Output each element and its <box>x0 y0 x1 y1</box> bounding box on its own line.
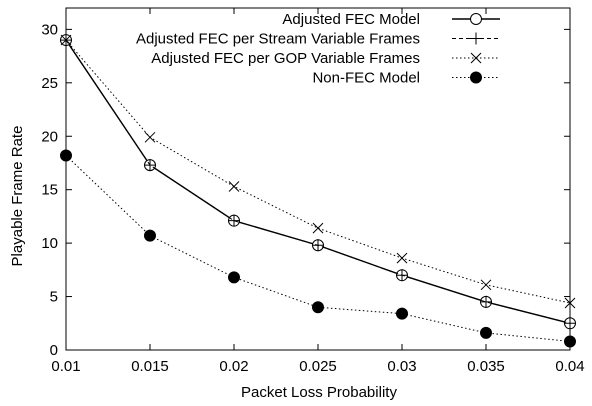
y-tick-label: 25 <box>41 75 58 92</box>
data-point-adjusted-fec-per-gop-variable-frames <box>564 297 576 309</box>
data-point-adjusted-fec-per-gop-variable-frames <box>228 181 240 192</box>
legend-label: Adjusted FEC per Stream Variable Frames <box>136 31 420 48</box>
legend-swatch-marker <box>470 71 482 84</box>
data-point-adjusted-fec-per-stream-variable-frames <box>564 317 576 330</box>
data-point-adjusted-fec-per-gop-variable-frames <box>312 222 324 234</box>
x-tick-label: 0.02 <box>219 358 248 375</box>
legend-label: Non-FEC Model <box>312 70 420 87</box>
data-point-non-fec-model <box>480 326 492 339</box>
data-point-non-fec-model <box>144 229 156 242</box>
data-point-non-fec-model <box>396 307 408 320</box>
y-tick-label: 0 <box>50 342 58 359</box>
data-point-adjusted-fec-per-stream-variable-frames <box>480 295 492 308</box>
data-point-adjusted-fec-per-gop-variable-frames <box>144 131 156 143</box>
data-point-adjusted-fec-per-stream-variable-frames <box>396 269 408 282</box>
x-tick-label: 0.035 <box>467 358 505 375</box>
legend-label: Adjusted FEC Model <box>282 11 420 28</box>
y-tick-label: 30 <box>41 21 58 38</box>
data-point-adjusted-fec-per-gop-variable-frames <box>60 34 72 46</box>
legend-swatch-marker <box>470 52 482 64</box>
x-axis-label: Packet Loss Probability <box>241 384 397 401</box>
y-tick-label: 15 <box>41 182 58 199</box>
x-tick-label: 0.015 <box>131 358 169 375</box>
y-tick-label: 10 <box>41 235 58 252</box>
x-tick-label: 0.03 <box>387 358 416 375</box>
x-tick-label: 0.04 <box>555 358 584 375</box>
y-tick-label: 5 <box>50 289 58 306</box>
y-tick-label: 20 <box>41 128 58 145</box>
legend-label: Adjusted FEC per GOP Variable Frames <box>151 50 420 67</box>
data-point-non-fec-model <box>228 271 240 284</box>
x-tick-label: 0.025 <box>299 358 337 375</box>
data-point-adjusted-fec-per-stream-variable-frames <box>312 239 324 252</box>
data-point-non-fec-model <box>564 335 576 348</box>
x-tick-label: 0.01 <box>51 358 80 375</box>
legend-swatch-marker <box>470 32 482 45</box>
data-point-non-fec-model <box>312 301 324 314</box>
data-point-adjusted-fec-per-gop-variable-frames <box>480 279 492 291</box>
data-point-adjusted-fec-per-stream-variable-frames <box>228 214 240 227</box>
data-point-adjusted-fec-per-stream-variable-frames <box>144 159 156 172</box>
data-point-adjusted-fec-per-gop-variable-frames <box>396 252 408 264</box>
y-axis-label: Playable Frame Rate <box>9 126 26 267</box>
legend-swatch-marker <box>470 13 482 25</box>
data-point-non-fec-model <box>60 149 72 162</box>
